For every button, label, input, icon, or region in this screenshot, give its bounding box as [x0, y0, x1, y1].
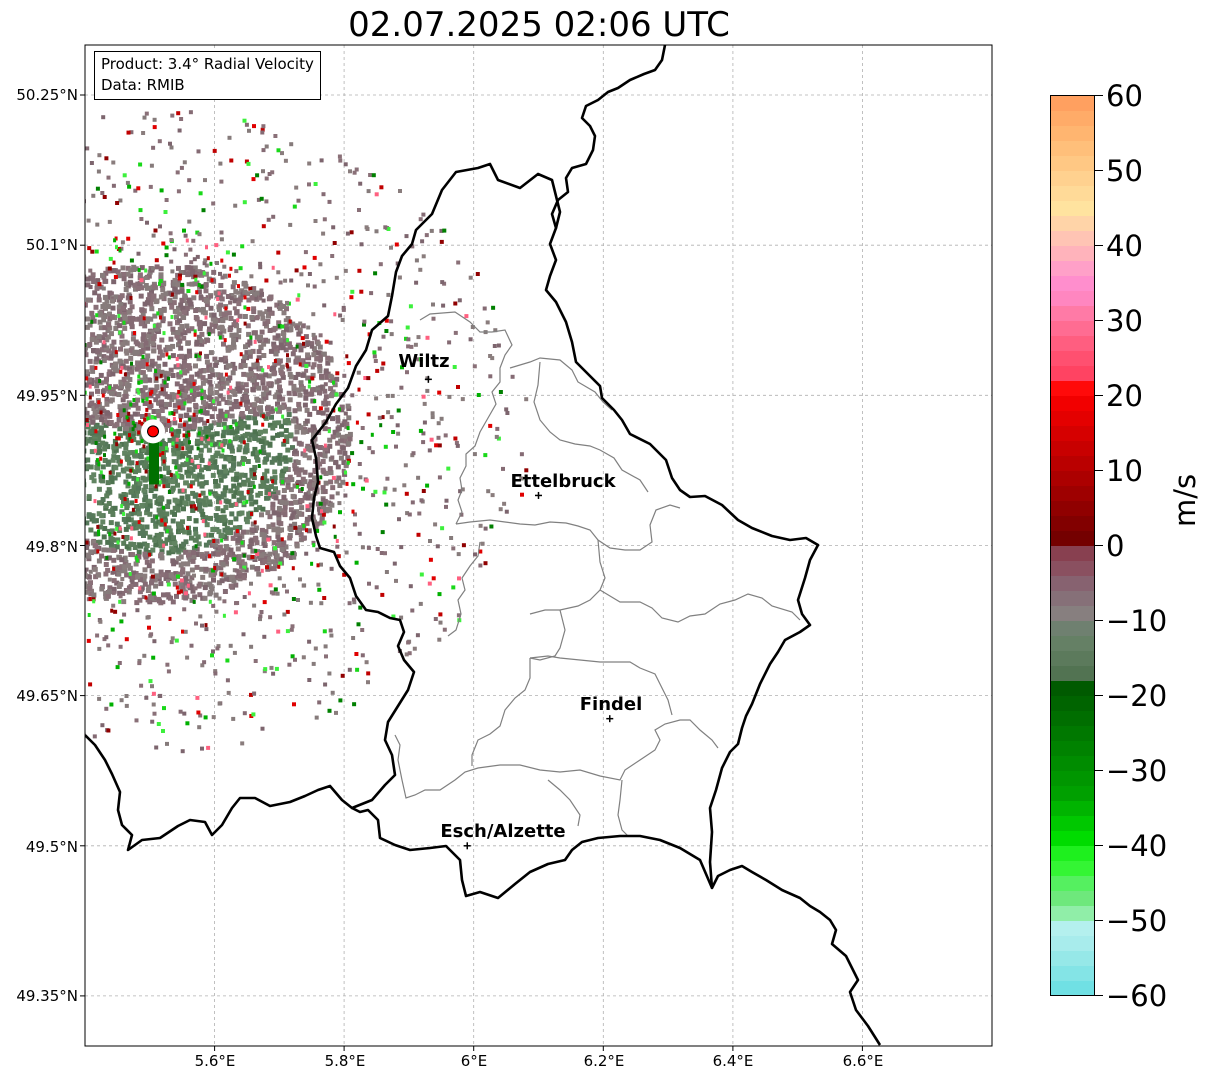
colorbar-unit-label: m/s: [1168, 473, 1202, 527]
colorbar-tick-label: −40: [1106, 829, 1168, 863]
city-markers: [424, 375, 614, 850]
lat-label: 49.8°N: [25, 538, 78, 556]
colorbar-tick: [1095, 845, 1103, 846]
colorbar-tick: [1095, 95, 1103, 96]
radar-echoes: [85, 110, 529, 754]
lat-label: 49.35°N: [16, 987, 78, 1005]
lat-label: 49.65°N: [16, 687, 78, 705]
colorbar-tick: [1095, 545, 1103, 546]
lat-label: 49.95°N: [16, 387, 78, 405]
colorbar-tick: [1095, 695, 1103, 696]
lon-label: 6.6°E: [842, 1052, 884, 1070]
lon-label: 5.6°E: [194, 1052, 236, 1070]
lon-label: 6.4°E: [712, 1052, 754, 1070]
colorbar-tick-label: 10: [1106, 454, 1143, 488]
data-source-label: Data: RMIB: [101, 76, 185, 94]
colorbar-tick-label: −20: [1106, 679, 1168, 713]
lon-label: 5.8°E: [324, 1052, 366, 1070]
city-label-wiltz: Wiltz: [398, 351, 450, 372]
colorbar-tick-label: 40: [1106, 229, 1143, 263]
colorbar-tick-label: 20: [1106, 379, 1143, 413]
colorbar-tick-label: 30: [1106, 304, 1143, 338]
product-label: Product: 3.4° Radial Velocity: [101, 55, 314, 73]
city-label-esch: Esch/Alzette: [440, 821, 566, 842]
colorbar-tick-label: 50: [1106, 154, 1143, 188]
colorbar-tick: [1095, 245, 1103, 246]
colorbar-tick-label: −50: [1106, 904, 1168, 938]
colorbar-tick: [1095, 920, 1103, 921]
colorbar-tick-label: 0: [1106, 529, 1125, 563]
colorbar-tick-label: −60: [1106, 979, 1168, 1013]
map-title: 02.07.2025 02:06 UTC: [348, 5, 730, 45]
radar-site-marker: [141, 419, 166, 444]
colorbar-tick: [1095, 320, 1103, 321]
country-borders: [85, 45, 882, 1046]
city-label-findel: Findel: [579, 694, 643, 715]
lon-label: 6.2°E: [583, 1052, 625, 1070]
product-info-box: Product: 3.4° Radial Velocity Data: RMIB: [94, 51, 321, 100]
city-label-ettelbruck: Ettelbruck: [510, 471, 616, 492]
colorbar-tick: [1095, 470, 1103, 471]
colorbar-tick: [1095, 395, 1103, 396]
lat-label: 49.5°N: [25, 838, 78, 856]
radar-site-dot: [147, 425, 160, 438]
colorbar-tick-label: 60: [1106, 79, 1143, 113]
colorbar: [1050, 95, 1095, 996]
canton-boundaries: [394, 311, 801, 837]
colorbar-tick: [1095, 995, 1103, 996]
colorbar-tick-label: −10: [1106, 604, 1168, 638]
colorbar-tick-label: −30: [1106, 754, 1168, 788]
colorbar-tick: [1095, 620, 1103, 621]
lat-label: 50.1°N: [25, 236, 78, 254]
colorbar-tick: [1095, 170, 1103, 171]
axis-ticks: [80, 94, 863, 1051]
lon-label: 6°E: [460, 1052, 488, 1070]
lat-label: 50.25°N: [16, 86, 78, 104]
colorbar-tick: [1095, 770, 1103, 771]
